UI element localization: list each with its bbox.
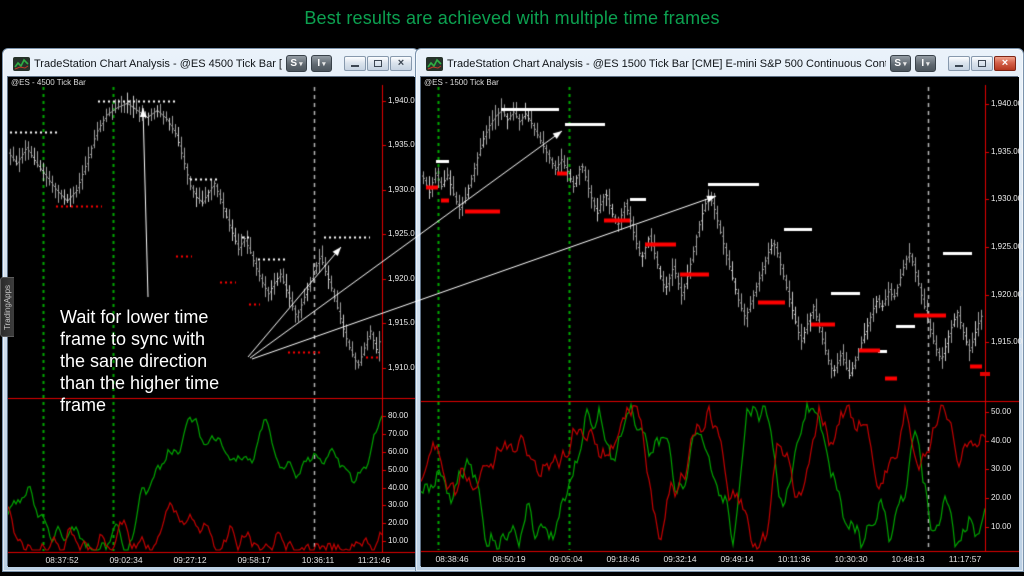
titlebar[interactable]: TradeStation Chart Analysis - @ES 1500 T… bbox=[420, 49, 1020, 76]
minimize-button[interactable] bbox=[344, 56, 366, 71]
style-dropdown-button[interactable]: S ▾ bbox=[890, 55, 911, 72]
indicator-dropdown-label: I bbox=[317, 58, 321, 69]
window-title: TradeStation Chart Analysis - @ES 1500 T… bbox=[447, 57, 886, 70]
style-dropdown-label: S bbox=[290, 58, 298, 69]
time-tick-label: 09:02:34 bbox=[109, 555, 143, 565]
chevron-down-icon: ▾ bbox=[926, 60, 930, 68]
tradestation-window-1500-tick: TradeStation Chart Analysis - @ES 1500 T… bbox=[415, 48, 1024, 572]
indicator-tick-label: 30.00 bbox=[388, 500, 409, 509]
time-tick-label: 09:27:12 bbox=[173, 555, 207, 565]
indicator-dropdown-button[interactable]: I ▾ bbox=[311, 55, 332, 72]
time-tick-label: 08:38:46 bbox=[435, 554, 469, 564]
chevron-down-icon: ▾ bbox=[903, 60, 907, 68]
minimize-button[interactable] bbox=[948, 56, 970, 71]
time-tick-label: 10:48:13 bbox=[891, 554, 925, 564]
indicator-tick-label: 60.00 bbox=[388, 447, 409, 456]
price-tick-label: 1,930.00 bbox=[991, 194, 1023, 203]
indicator-tick-label: 50.00 bbox=[388, 465, 409, 474]
window-title: TradeStation Chart Analysis - @ES 4500 T… bbox=[34, 57, 282, 70]
price-tick-label: 1,940.00 bbox=[991, 99, 1023, 108]
indicator-tick-label: 40.00 bbox=[991, 436, 1012, 445]
indicator-dropdown-button[interactable]: I ▾ bbox=[915, 55, 936, 72]
style-dropdown-label: S bbox=[894, 58, 902, 69]
window-controls: × bbox=[344, 56, 412, 71]
indicator-tick-label: 40.00 bbox=[388, 483, 409, 492]
restore-icon bbox=[978, 60, 986, 67]
annotation-text: Wait for lower time frame to sync with t… bbox=[60, 307, 220, 415]
indicator-tick-label: 20.00 bbox=[991, 493, 1012, 502]
chart-client-area: @ES - 1500 Tick Bar 1,940.00 1,935.00 1,93… bbox=[420, 76, 1022, 567]
price-tick-label: 1,925.00 bbox=[991, 242, 1023, 251]
indicator-tick-label: 10.00 bbox=[388, 536, 409, 545]
page-title: Best results are achieved with multiple … bbox=[304, 8, 720, 28]
indicator-tick-label: 80.00 bbox=[388, 411, 409, 420]
indicator-tick-label: 10.00 bbox=[991, 522, 1012, 531]
symbol-label: @ES - 4500 Tick Bar bbox=[11, 78, 86, 87]
indicator-dropdown-label: I bbox=[921, 58, 925, 69]
restore-button[interactable] bbox=[971, 56, 993, 71]
time-tick-label: 10:36:11 bbox=[301, 555, 335, 565]
chart-canvas[interactable] bbox=[421, 77, 1019, 567]
restore-button[interactable] bbox=[367, 56, 389, 71]
indicator-tick-label: 30.00 bbox=[991, 464, 1012, 473]
chart-app-icon bbox=[13, 56, 30, 71]
indicator-tick-label: 20.00 bbox=[388, 518, 409, 527]
close-icon: × bbox=[397, 57, 405, 69]
indicator-tick-label: 50.00 bbox=[991, 407, 1012, 416]
time-tick-label: 09:58:17 bbox=[237, 555, 271, 565]
symbol-label: @ES - 1500 Tick Bar bbox=[424, 78, 499, 87]
price-tick-label: 1,920.00 bbox=[991, 290, 1023, 299]
chart-app-icon bbox=[426, 56, 443, 71]
price-tick-label: 1,935.00 bbox=[991, 147, 1023, 156]
restore-icon bbox=[374, 60, 382, 67]
window-controls: × bbox=[948, 56, 1016, 71]
time-tick-label: 09:32:14 bbox=[663, 554, 697, 564]
titlebar[interactable]: TradeStation Chart Analysis - @ES 4500 T… bbox=[7, 49, 416, 76]
time-tick-label: 09:05:04 bbox=[549, 554, 583, 564]
style-dropdown-button[interactable]: S ▾ bbox=[286, 55, 307, 72]
time-tick-label: 08:50:19 bbox=[492, 554, 526, 564]
time-tick-label: 10:11:36 bbox=[777, 554, 811, 564]
chevron-down-icon: ▾ bbox=[299, 60, 303, 68]
time-tick-label: 08:37:52 bbox=[45, 555, 79, 565]
time-tick-label: 11:17:57 bbox=[948, 554, 982, 564]
time-tick-label: 11:21:46 bbox=[357, 555, 391, 565]
price-tick-label: 1,915.00 bbox=[991, 337, 1023, 346]
time-tick-label: 09:18:46 bbox=[606, 554, 640, 564]
time-tick-label: 09:49:14 bbox=[720, 554, 754, 564]
minimize-icon bbox=[955, 65, 963, 67]
close-button[interactable]: × bbox=[994, 56, 1016, 71]
close-button[interactable]: × bbox=[390, 56, 412, 71]
time-tick-label: 10:30:30 bbox=[834, 554, 868, 564]
close-icon: × bbox=[1001, 57, 1009, 69]
minimize-icon bbox=[351, 65, 359, 67]
chevron-down-icon: ▾ bbox=[322, 60, 326, 68]
trading-apps-tab[interactable]: TradingApps bbox=[0, 277, 14, 337]
indicator-tick-label: 70.00 bbox=[388, 429, 409, 438]
